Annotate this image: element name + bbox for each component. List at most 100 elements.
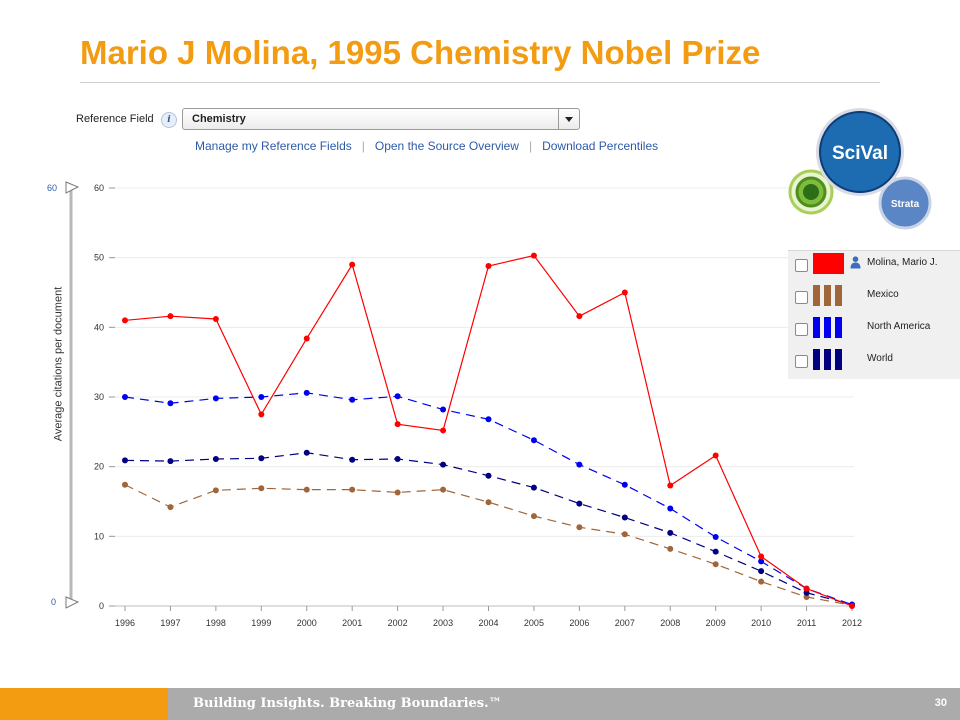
- x-tick-label: 1998: [206, 618, 226, 628]
- legend-checkbox[interactable]: [795, 259, 808, 272]
- title-divider: [80, 82, 880, 83]
- scale-slider-max: 60: [47, 183, 58, 193]
- download-percentiles-link[interactable]: Download Percentiles: [542, 139, 659, 153]
- data-point: [212, 456, 219, 463]
- legend-item[interactable]: Molina, Mario J.: [788, 251, 960, 283]
- data-point: [212, 487, 219, 494]
- data-point: [394, 489, 401, 496]
- legend-label: Molina, Mario J.: [867, 257, 938, 268]
- scale-slider-min: 0: [51, 597, 57, 607]
- data-point: [667, 529, 674, 536]
- legend-item[interactable]: Mexico: [788, 283, 960, 315]
- data-point: [349, 261, 356, 268]
- data-point: [667, 505, 674, 512]
- data-point: [440, 486, 447, 493]
- scival-strata-logo: Strata SciVal: [788, 108, 932, 230]
- slide-title: Mario J Molina, 1995 Chemistry Nobel Pri…: [80, 34, 761, 71]
- legend-swatch: [813, 317, 844, 338]
- info-icon[interactable]: i: [161, 112, 177, 128]
- data-point: [576, 524, 583, 531]
- data-point: [712, 548, 719, 555]
- data-point: [122, 457, 128, 464]
- data-point: [530, 513, 537, 520]
- data-point: [394, 421, 401, 428]
- data-point: [122, 481, 128, 488]
- legend-checkbox[interactable]: [795, 291, 808, 304]
- data-point: [212, 315, 219, 322]
- slider-top-handle[interactable]: [65, 181, 80, 194]
- link-separator: |: [528, 139, 533, 153]
- link-separator: |: [361, 139, 365, 153]
- data-point: [530, 484, 537, 491]
- data-point: [758, 568, 765, 575]
- scale-slider[interactable]: [65, 181, 80, 609]
- x-tick-label: 1999: [251, 618, 271, 628]
- data-point: [485, 472, 492, 479]
- x-tick-label: 2006: [569, 618, 589, 628]
- data-point: [258, 455, 265, 462]
- reference-field-value: Chemistry: [192, 113, 246, 125]
- legend-item[interactable]: World: [788, 347, 960, 379]
- data-point: [485, 263, 492, 270]
- legend-swatch: [813, 285, 844, 306]
- data-point: [576, 500, 583, 507]
- legend-item[interactable]: North America: [788, 315, 960, 347]
- series-group: [122, 449, 855, 608]
- x-tick-label: 2009: [706, 618, 726, 628]
- data-point: [258, 411, 265, 418]
- legend-swatch: [813, 349, 844, 370]
- x-tick-label: 2004: [478, 618, 498, 628]
- reference-field-label: Reference Field: [76, 113, 154, 125]
- data-point: [712, 534, 719, 541]
- data-point: [758, 578, 765, 585]
- data-point: [258, 394, 265, 400]
- data-point: [167, 458, 174, 465]
- data-point: [440, 427, 447, 434]
- strata-logo-text: Strata: [891, 199, 920, 210]
- legend-swatch: [813, 253, 844, 274]
- data-point: [803, 593, 810, 600]
- y-tick-label: 60: [94, 183, 104, 193]
- data-point: [212, 395, 219, 402]
- x-tick-label: 1996: [115, 618, 135, 628]
- x-tick-label: 2012: [842, 618, 862, 628]
- data-point: [122, 394, 128, 400]
- data-point: [803, 585, 810, 592]
- data-point: [576, 313, 583, 320]
- x-tick-label: 2000: [297, 618, 317, 628]
- data-point: [303, 486, 310, 493]
- data-point: [712, 452, 719, 459]
- x-tick-label: 2011: [797, 618, 816, 628]
- data-point: [530, 437, 537, 444]
- y-tick-label: 20: [94, 462, 104, 472]
- data-point: [485, 499, 492, 506]
- chevron-down-icon[interactable]: [558, 109, 579, 129]
- x-tick-label: 2005: [524, 618, 544, 628]
- manage-reference-fields-link[interactable]: Manage my Reference Fields: [195, 139, 352, 153]
- chart-legend: Molina, Mario J. Mexico North America Wo…: [788, 250, 960, 379]
- data-point: [167, 400, 174, 407]
- data-point: [303, 335, 310, 342]
- series-group: [122, 252, 855, 609]
- footer-tagline: Building Insights. Breaking Boundaries.™: [193, 696, 502, 711]
- x-tick-label: 2002: [388, 618, 408, 628]
- reference-field-select[interactable]: Chemistry: [182, 108, 580, 130]
- data-point: [394, 456, 401, 463]
- data-point: [667, 482, 674, 489]
- y-tick-label: 30: [94, 392, 104, 402]
- legend-checkbox[interactable]: [795, 323, 808, 336]
- y-tick-label: 10: [94, 531, 104, 541]
- footer-accent-block: [0, 688, 168, 720]
- slide-footer: Building Insights. Breaking Boundaries.™…: [0, 688, 960, 720]
- x-tick-label: 2003: [433, 618, 453, 628]
- slider-bottom-handle[interactable]: [65, 596, 80, 609]
- data-point: [349, 456, 356, 463]
- series-group: [122, 481, 855, 609]
- data-point: [712, 561, 719, 568]
- person-icon: [850, 256, 861, 269]
- y-tick-label: 50: [94, 253, 104, 263]
- data-point: [485, 416, 492, 423]
- source-overview-link[interactable]: Open the Source Overview: [374, 139, 519, 153]
- legend-checkbox[interactable]: [795, 355, 808, 368]
- series-line: [124, 392, 853, 606]
